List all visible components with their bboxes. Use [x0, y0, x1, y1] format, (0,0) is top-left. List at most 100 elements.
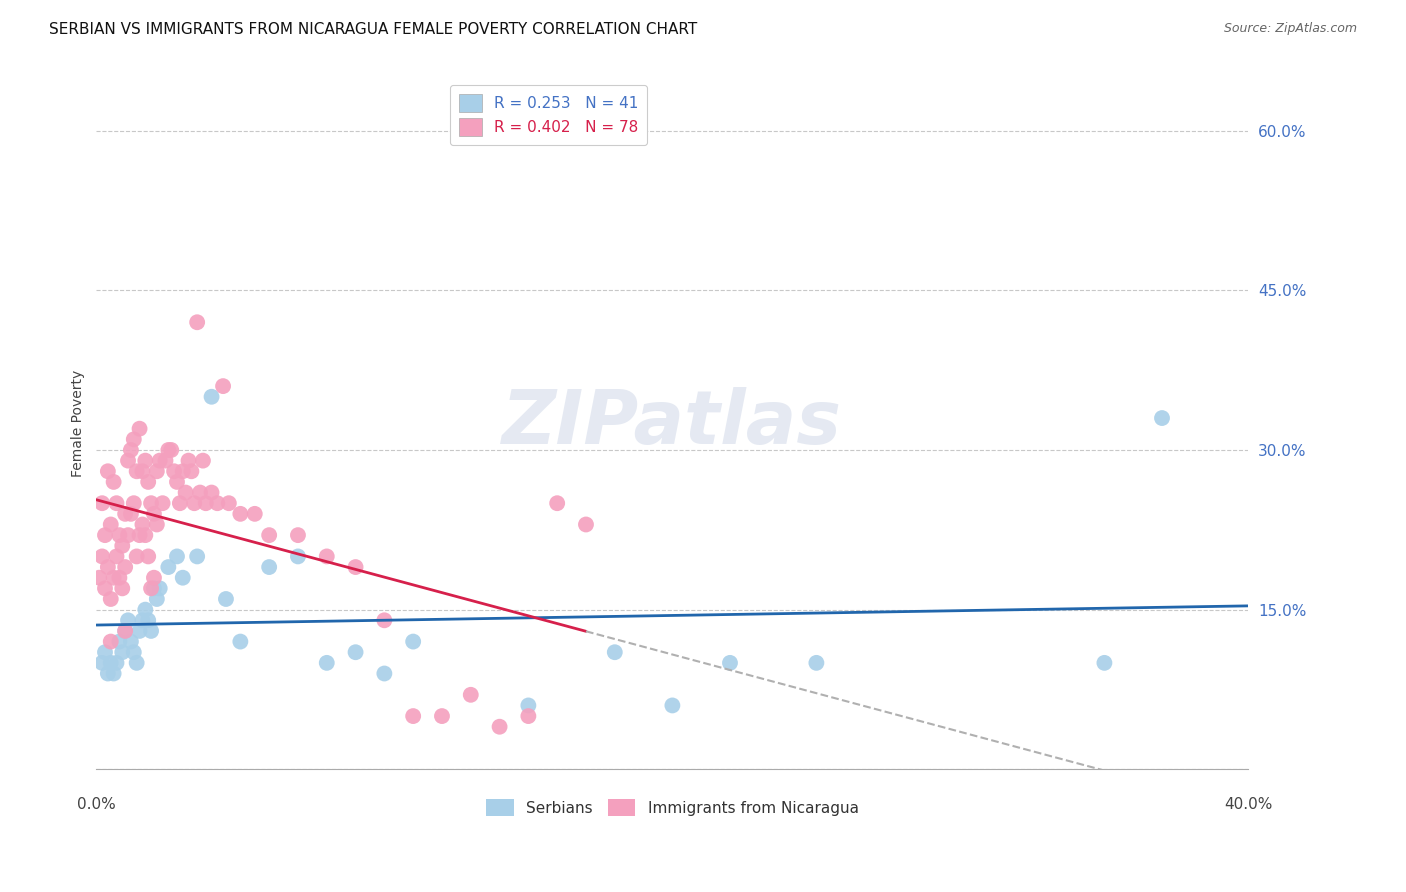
Point [131, 464, 153, 478]
Point [103, 666, 125, 681]
Point [212, 379, 235, 393]
Point [163, 464, 186, 478]
Point [122, 645, 145, 659]
Point [287, 549, 309, 564]
Text: 0.0%: 0.0% [77, 797, 115, 812]
Point [100, 517, 122, 532]
Point [229, 634, 252, 648]
Point [603, 645, 626, 659]
Point [191, 453, 214, 467]
Text: 40.0%: 40.0% [1225, 797, 1272, 812]
Point [160, 442, 183, 457]
Point [97, 666, 120, 681]
Point [149, 453, 172, 467]
Point [134, 453, 156, 467]
Point [122, 496, 145, 510]
Point [402, 709, 425, 723]
Point [122, 433, 145, 447]
Point [125, 464, 148, 478]
Point [120, 442, 142, 457]
Point [91, 496, 114, 510]
Point [200, 485, 222, 500]
Point [108, 634, 131, 648]
Point [91, 656, 114, 670]
Text: SERBIAN VS IMMIGRANTS FROM NICARAGUA FEMALE POVERTY CORRELATION CHART: SERBIAN VS IMMIGRANTS FROM NICARAGUA FEM… [49, 22, 697, 37]
Point [517, 709, 540, 723]
Point [103, 571, 125, 585]
Point [94, 582, 117, 596]
Point [183, 496, 205, 510]
Y-axis label: Female Poverty: Female Poverty [72, 370, 86, 477]
Point [157, 442, 180, 457]
Point [111, 645, 134, 659]
Point [517, 698, 540, 713]
Point [120, 507, 142, 521]
Point [806, 656, 828, 670]
Point [166, 549, 188, 564]
Point [125, 656, 148, 670]
Point [134, 528, 156, 542]
Point [128, 624, 150, 638]
Point [117, 528, 139, 542]
Point [172, 464, 194, 478]
Point [105, 656, 128, 670]
Point [97, 560, 120, 574]
Point [186, 315, 208, 329]
Point [344, 645, 367, 659]
Point [111, 582, 134, 596]
Point [94, 645, 117, 659]
Point [315, 656, 337, 670]
Point [97, 464, 120, 478]
Point [100, 592, 122, 607]
Point [546, 496, 568, 510]
Point [128, 422, 150, 436]
Point [146, 464, 169, 478]
Point [134, 602, 156, 616]
Point [117, 613, 139, 627]
Point [207, 496, 229, 510]
Point [100, 656, 122, 670]
Point [488, 720, 510, 734]
Point [257, 560, 280, 574]
Point [430, 709, 453, 723]
Point [114, 507, 136, 521]
Point [89, 571, 111, 585]
Point [257, 528, 280, 542]
Point [200, 390, 222, 404]
Text: Source: ZipAtlas.com: Source: ZipAtlas.com [1223, 22, 1357, 36]
Point [94, 528, 117, 542]
Point [460, 688, 482, 702]
Point [139, 624, 162, 638]
Point [194, 496, 217, 510]
Point [218, 496, 240, 510]
Point [229, 507, 252, 521]
Point [146, 592, 169, 607]
Point [575, 517, 598, 532]
Point [186, 549, 208, 564]
Point [131, 613, 153, 627]
Point [120, 634, 142, 648]
Point [100, 634, 122, 648]
Point [125, 549, 148, 564]
Point [315, 549, 337, 564]
Point [718, 656, 741, 670]
Point [103, 475, 125, 489]
Point [108, 528, 131, 542]
Point [111, 539, 134, 553]
Point [131, 517, 153, 532]
Point [152, 496, 174, 510]
Point [373, 666, 395, 681]
Point [166, 475, 188, 489]
Text: ZIPatlas: ZIPatlas [502, 387, 842, 460]
Point [373, 613, 395, 627]
Point [136, 475, 159, 489]
Point [172, 571, 194, 585]
Point [1150, 411, 1173, 425]
Point [188, 485, 211, 500]
Point [91, 549, 114, 564]
Point [157, 560, 180, 574]
Point [149, 582, 172, 596]
Point [287, 528, 309, 542]
Point [344, 560, 367, 574]
Point [142, 582, 165, 596]
